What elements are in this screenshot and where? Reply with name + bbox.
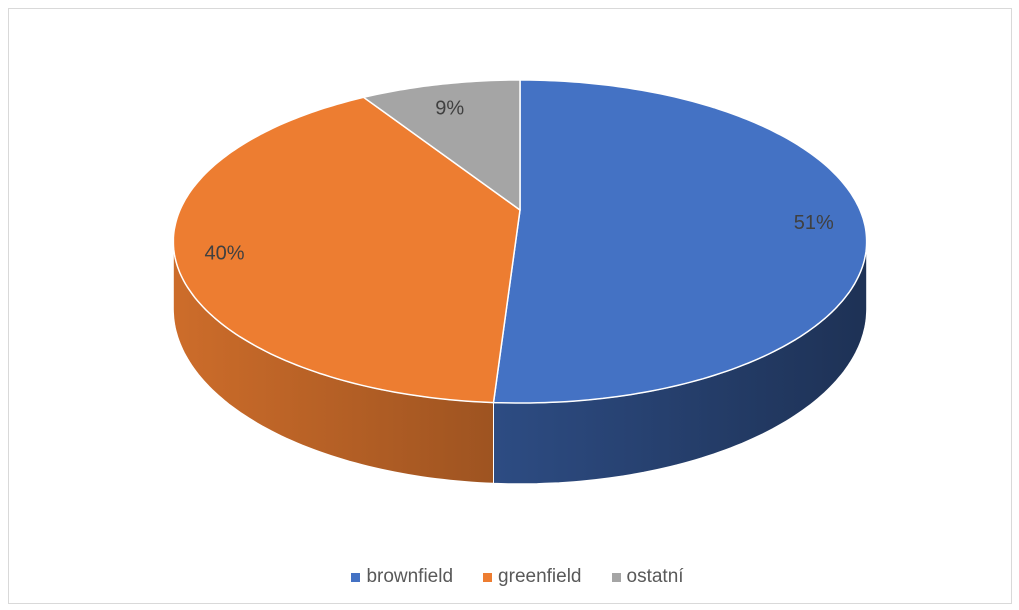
legend: brownfield greenfield ostatní [16,565,1019,589]
pie-slice-brownfield [492,79,868,404]
data-label-greenfield: 40% [204,243,244,265]
data-label-brownfield: 51% [794,212,834,234]
legend-marker-greenfield [483,572,493,582]
legend-item-greenfield: greenfield [483,566,582,588]
data-labels: 51% 40% 9% [204,98,834,265]
legend-label-ostatni: ostatní [626,566,684,587]
legend-label-brownfield: brownfield [366,566,454,587]
pie-slice-greenfield [172,96,521,404]
pie-slice-ostatni [362,79,521,211]
legend-marker-ostatni [611,572,621,582]
pie-tops [172,79,868,404]
data-label-ostatni: 9% [435,98,464,120]
legend-label-greenfield: greenfield [498,566,582,587]
legend-item-brownfield: brownfield [351,566,453,588]
legend-marker-brownfield [351,572,361,582]
legend-item-ostatni: ostatní [611,566,684,588]
